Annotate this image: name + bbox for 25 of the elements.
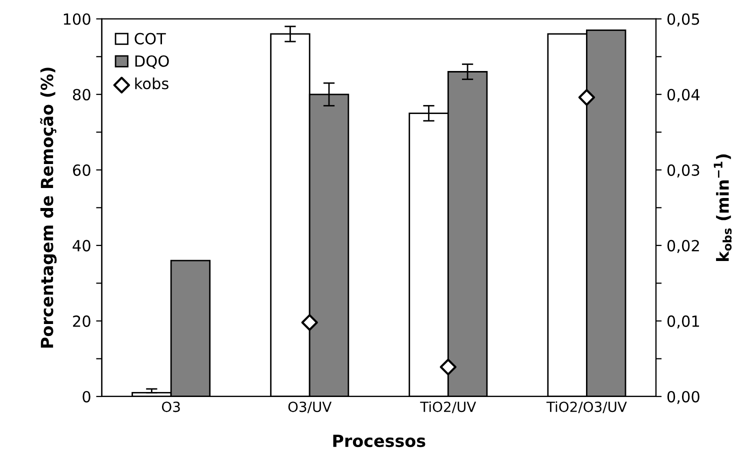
y-tick-label: 0 (82, 390, 90, 402)
point (440, 358, 456, 376)
x-axis-title: Processos (333, 434, 426, 448)
point (301, 314, 318, 331)
y2-tick-label: 0,01 (667, 315, 700, 329)
y2-tick-label: 0,05 (667, 13, 700, 26)
x-tick-label: O3 (162, 402, 180, 412)
y-tick-label: 40 (72, 240, 90, 252)
y-axis-title: Porcentagem de Remoção (%) (40, 68, 57, 348)
y2-tick-label: 0,04 (667, 88, 700, 102)
y-tick-label: 60 (73, 164, 90, 176)
y-tick-label: 80 (72, 88, 90, 100)
y-tick-label: 100 (64, 13, 90, 25)
x-tick-label: O3/UV (288, 402, 332, 414)
y2-tick-label: 0,03 (667, 164, 700, 178)
x-tick-label: TiO2/UV (420, 401, 476, 414)
legend-label: COT (134, 32, 166, 44)
legend-label: DQO (135, 55, 169, 69)
point (578, 89, 596, 106)
legend-label: kobs (135, 77, 168, 90)
y2-tick-label: 0,00 (667, 390, 700, 404)
y-tick-label: 20 (73, 315, 90, 327)
y2-axis-title: k$_{obs}$ (min$^{−1}$) (714, 154, 732, 262)
x-tick-label: TiO2/O3/UV (546, 401, 627, 414)
y2-tick-label: 0,02 (667, 240, 699, 254)
